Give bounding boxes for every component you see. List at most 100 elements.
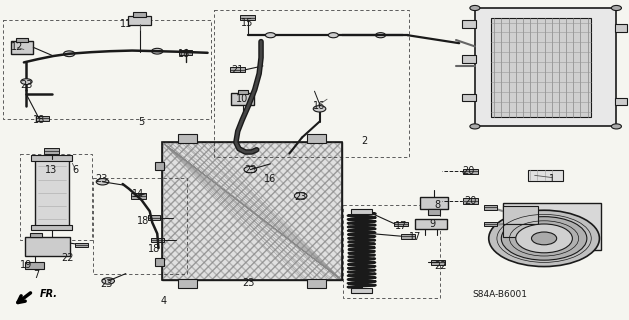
Bar: [415, 219, 447, 229]
Bar: [431, 260, 445, 265]
Circle shape: [244, 166, 257, 173]
Text: 21: 21: [231, 65, 244, 75]
Text: 18: 18: [33, 115, 45, 125]
Text: 2: 2: [362, 136, 368, 146]
Circle shape: [21, 79, 32, 84]
Bar: [307, 279, 326, 288]
Bar: [463, 169, 478, 174]
Bar: [162, 142, 342, 280]
Bar: [178, 134, 197, 143]
Text: 16: 16: [264, 174, 277, 184]
Bar: [75, 243, 88, 247]
Circle shape: [470, 5, 480, 11]
Bar: [401, 234, 415, 239]
Bar: [307, 134, 326, 143]
Bar: [503, 203, 601, 250]
Circle shape: [265, 33, 276, 38]
Bar: [3, 20, 211, 119]
Bar: [351, 288, 372, 293]
Text: 18: 18: [177, 49, 190, 60]
Circle shape: [611, 124, 621, 129]
Text: S84A-B6001: S84A-B6001: [472, 290, 528, 299]
Bar: [128, 16, 151, 25]
Text: 23: 23: [101, 279, 113, 289]
Bar: [133, 12, 146, 17]
Bar: [615, 98, 627, 105]
Text: 18: 18: [137, 216, 150, 226]
Text: 18: 18: [148, 244, 160, 254]
Bar: [162, 142, 342, 280]
Bar: [238, 90, 248, 94]
Bar: [151, 238, 164, 242]
Circle shape: [294, 193, 307, 199]
Text: 11: 11: [120, 19, 132, 29]
Bar: [462, 55, 476, 63]
Bar: [484, 222, 497, 226]
Circle shape: [152, 48, 163, 54]
Text: 8: 8: [434, 200, 440, 210]
Bar: [162, 142, 342, 280]
Bar: [463, 198, 478, 204]
Circle shape: [313, 106, 326, 112]
Bar: [351, 209, 372, 214]
Bar: [491, 18, 591, 117]
Bar: [30, 233, 42, 237]
Text: 23: 23: [20, 80, 33, 90]
Circle shape: [470, 124, 480, 129]
Bar: [528, 170, 563, 181]
Bar: [35, 160, 69, 226]
Text: 22: 22: [434, 260, 447, 271]
Circle shape: [102, 278, 114, 284]
Bar: [148, 215, 160, 220]
Circle shape: [501, 217, 587, 260]
Circle shape: [376, 33, 386, 38]
Text: 23: 23: [96, 174, 108, 184]
Bar: [31, 225, 72, 230]
Bar: [131, 193, 146, 198]
Bar: [615, 24, 627, 32]
Text: 20: 20: [462, 166, 475, 176]
Bar: [343, 205, 440, 298]
Bar: [20, 154, 92, 240]
Bar: [16, 38, 28, 42]
Text: 7: 7: [33, 270, 40, 280]
Text: 10: 10: [236, 94, 248, 104]
Bar: [31, 155, 72, 161]
Text: 12: 12: [11, 42, 24, 52]
Text: 20: 20: [464, 196, 477, 206]
Bar: [178, 279, 197, 288]
Text: 3: 3: [355, 273, 362, 284]
Circle shape: [64, 51, 75, 57]
Bar: [25, 262, 44, 269]
Bar: [44, 148, 59, 154]
Bar: [420, 197, 448, 209]
Text: 5: 5: [138, 116, 145, 127]
Bar: [162, 142, 342, 280]
Circle shape: [611, 5, 621, 11]
Bar: [155, 258, 164, 266]
Bar: [503, 224, 538, 237]
Bar: [503, 206, 538, 224]
Circle shape: [96, 179, 109, 185]
Text: 4: 4: [160, 296, 167, 306]
Circle shape: [489, 210, 599, 267]
Text: 15: 15: [241, 18, 253, 28]
Bar: [11, 41, 33, 54]
Text: 17: 17: [395, 220, 408, 231]
Circle shape: [532, 232, 557, 245]
Bar: [428, 209, 440, 215]
Text: 13: 13: [45, 164, 58, 175]
Text: 22: 22: [62, 252, 74, 263]
Text: 9: 9: [430, 219, 436, 229]
Text: 23: 23: [294, 192, 307, 202]
Bar: [214, 10, 409, 157]
Text: 17: 17: [409, 232, 421, 242]
Bar: [240, 15, 255, 20]
Bar: [462, 94, 476, 101]
Bar: [179, 50, 192, 55]
Bar: [230, 67, 245, 72]
Bar: [462, 20, 476, 28]
Circle shape: [516, 224, 572, 253]
Bar: [155, 162, 164, 170]
Text: 14: 14: [132, 188, 145, 199]
